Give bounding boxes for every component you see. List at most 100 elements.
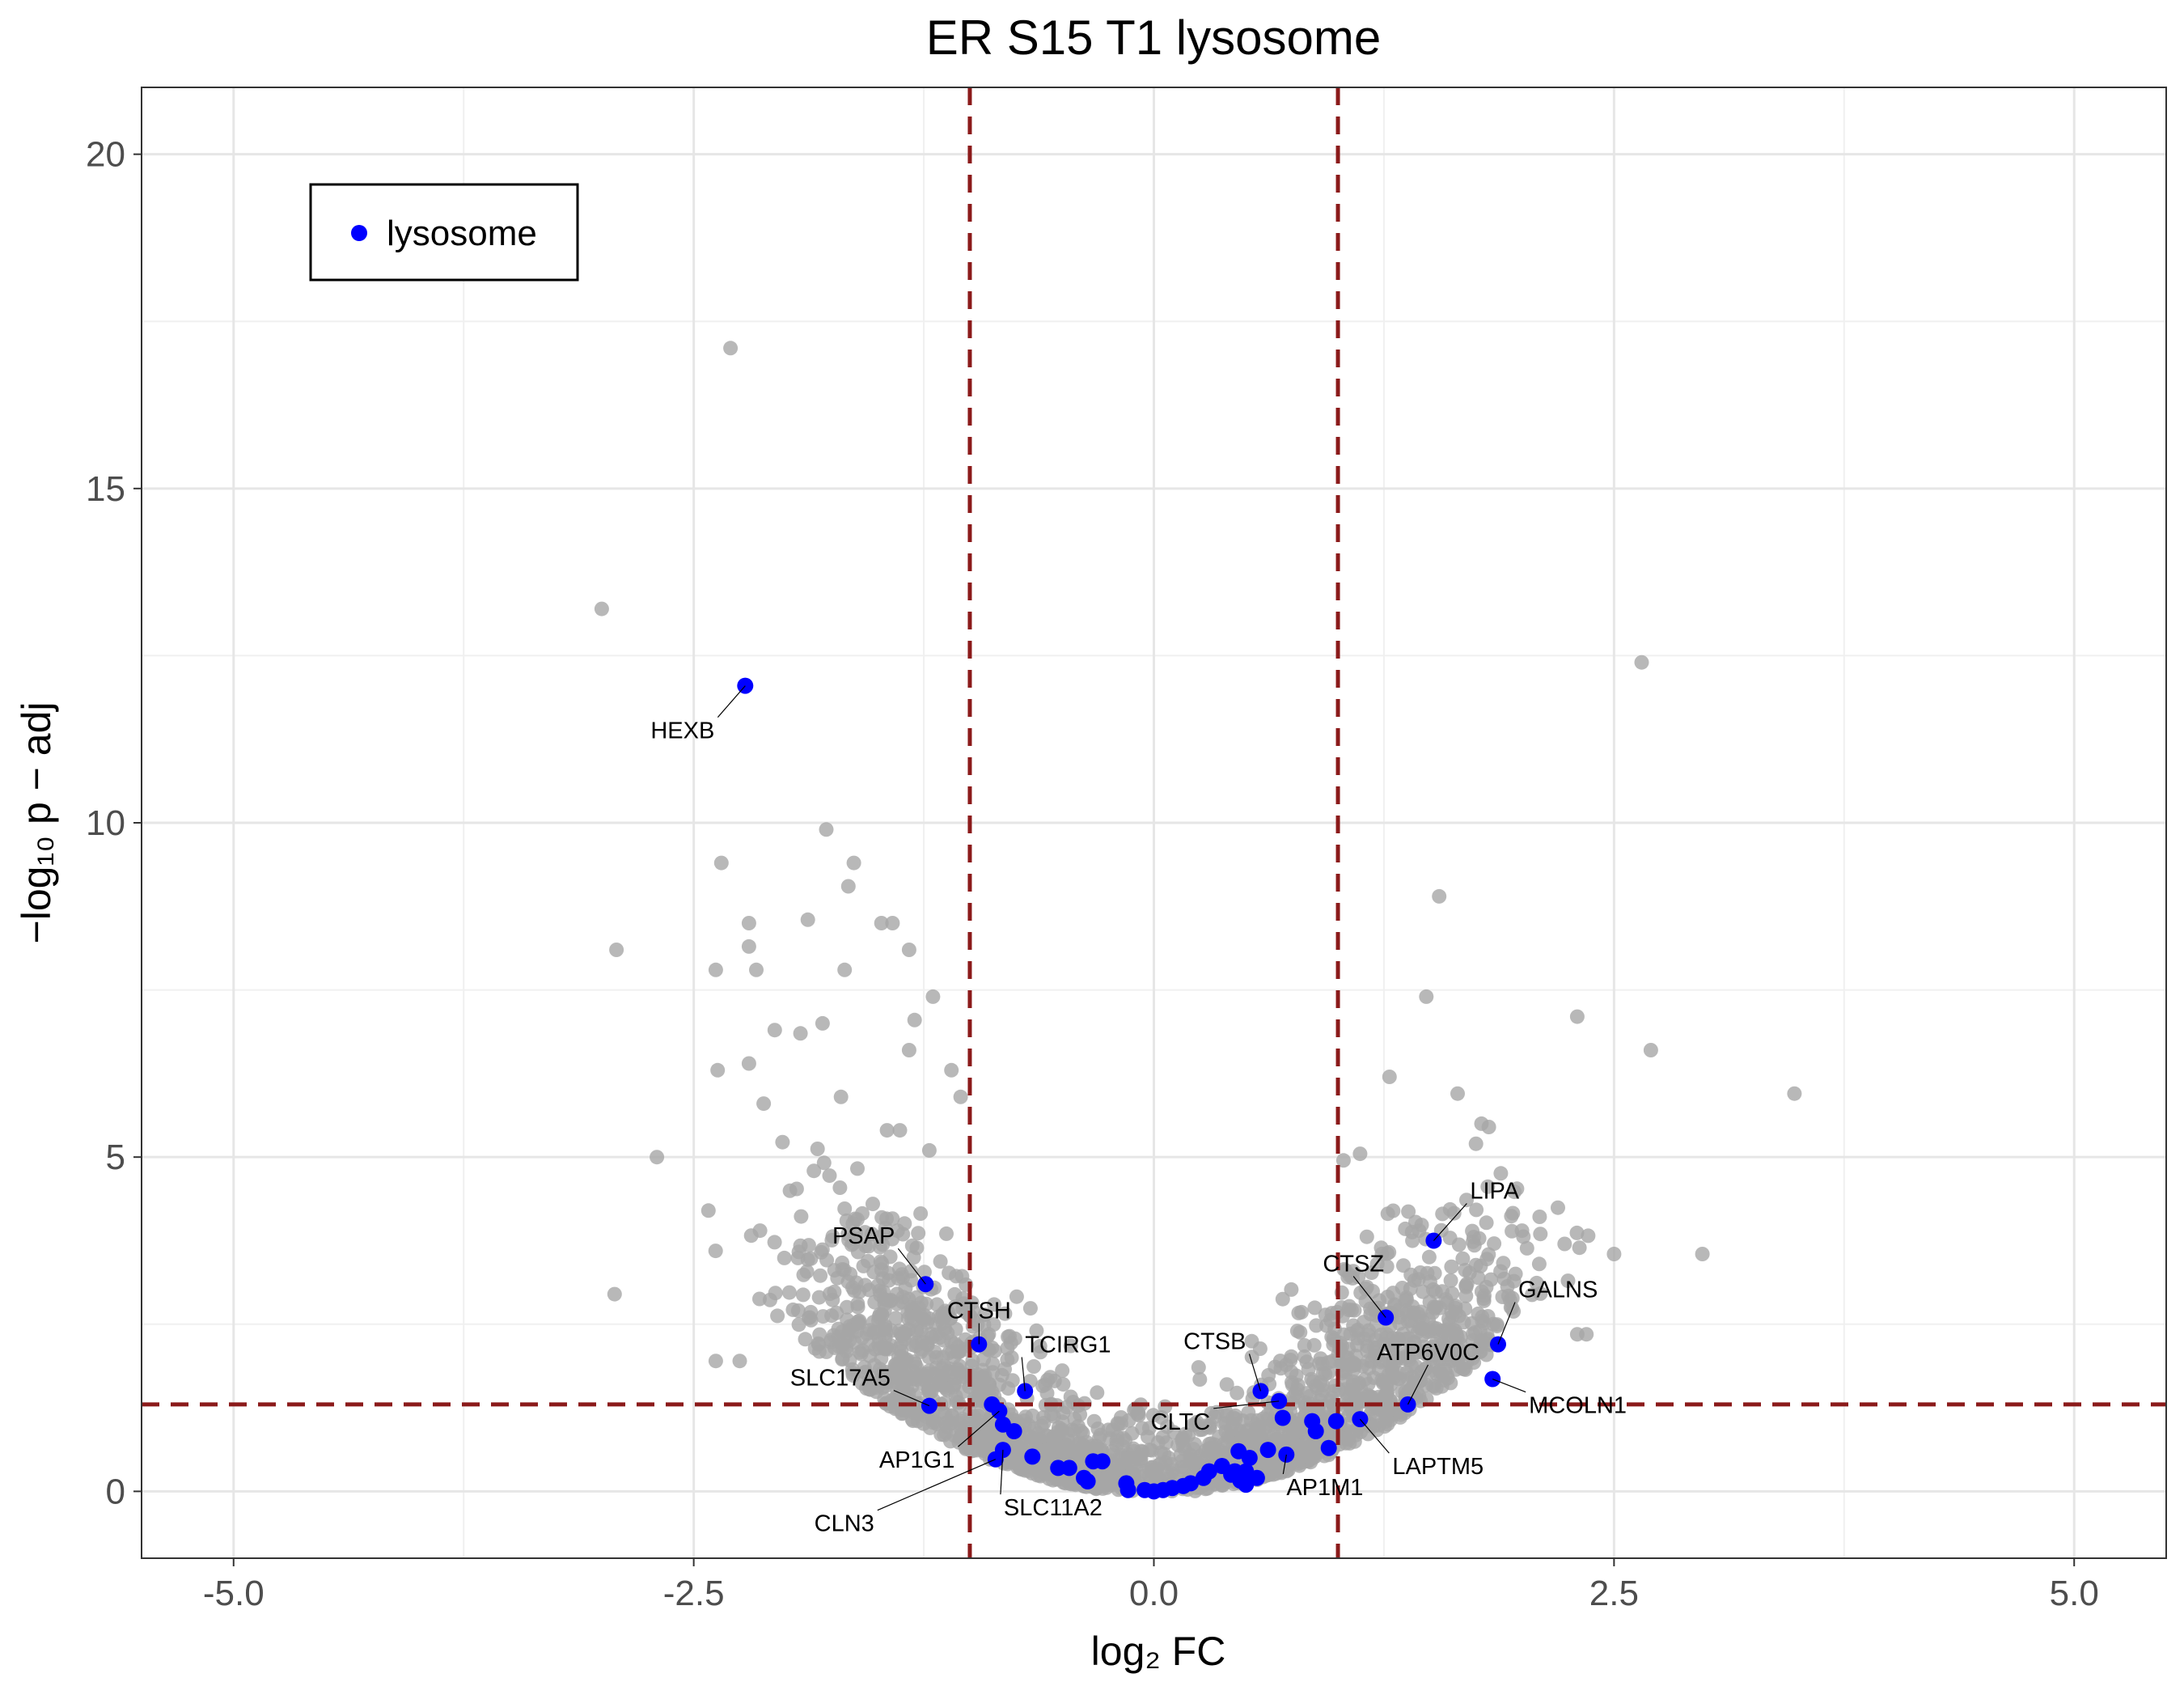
background-point xyxy=(1373,1240,1389,1256)
background-point xyxy=(775,1134,790,1150)
background-point xyxy=(1145,1408,1161,1423)
background-point xyxy=(1493,1166,1509,1181)
background-point xyxy=(952,1358,967,1374)
background-point xyxy=(1351,1269,1366,1285)
background-point xyxy=(1481,1247,1496,1262)
background-point xyxy=(1450,1086,1465,1101)
lysosome-point xyxy=(1274,1409,1291,1426)
background-point xyxy=(1469,1202,1484,1218)
background-point xyxy=(1046,1409,1061,1424)
background-point xyxy=(1195,1421,1210,1437)
gene-label-ap1g1: AP1G1 xyxy=(879,1447,955,1473)
label-leaders xyxy=(717,685,1526,1511)
x-tick-label: 2.5 xyxy=(1589,1574,1639,1613)
background-point xyxy=(749,962,764,977)
background-point xyxy=(1361,1376,1376,1392)
background-point xyxy=(1350,1322,1365,1337)
background-point xyxy=(874,1366,890,1381)
background-point xyxy=(1163,1466,1179,1481)
background-point xyxy=(810,1142,825,1156)
background-point xyxy=(1121,1413,1136,1428)
background-point xyxy=(1444,1259,1459,1274)
background-point xyxy=(756,1096,772,1112)
background-point xyxy=(888,1311,904,1326)
background-point xyxy=(1001,1329,1016,1345)
threshold-lines xyxy=(142,87,2166,1558)
background-point xyxy=(1412,1223,1427,1238)
background-point xyxy=(723,341,739,356)
background-point xyxy=(1572,1240,1587,1256)
background-point xyxy=(1474,1284,1489,1299)
background-point xyxy=(1040,1372,1056,1388)
background-point xyxy=(708,962,723,977)
background-point xyxy=(1458,1288,1474,1303)
gene-labels: HEXB PSAP CTSH TCIRG1 SLC17A5 AP1G1 CLN3 SLC11A… xyxy=(650,718,1627,1537)
gene-label-ctsz: CTSZ xyxy=(1323,1252,1384,1277)
background-point xyxy=(1191,1360,1206,1375)
background-point xyxy=(806,1163,822,1179)
background-point xyxy=(1443,1273,1458,1288)
background-point xyxy=(1487,1236,1502,1252)
background-point xyxy=(837,962,853,977)
background-point xyxy=(732,1354,747,1369)
gene-label-cltc: CLTC xyxy=(1151,1409,1211,1435)
background-point xyxy=(1291,1305,1306,1320)
background-point xyxy=(1467,1355,1482,1371)
background-point xyxy=(1377,1388,1392,1403)
background-point xyxy=(708,1354,723,1369)
background-point xyxy=(867,1325,882,1341)
background-point xyxy=(911,1226,926,1241)
y-tick-label: 20 xyxy=(86,135,125,175)
background-point xyxy=(901,1043,916,1057)
background-point xyxy=(1332,1335,1348,1350)
label-leader xyxy=(957,1410,1000,1447)
x-tick-label: 5.0 xyxy=(2050,1574,2099,1613)
y-tick-label: 15 xyxy=(86,469,125,509)
gene-label-mcoln1: MCOLN1 xyxy=(1529,1393,1627,1419)
x-axis-ticks: -5.0 -2.5 0.0 2.5 5.0 xyxy=(203,1558,2099,1613)
y-tick-label: 10 xyxy=(86,803,125,843)
background-point xyxy=(1032,1338,1048,1354)
background-point xyxy=(1606,1247,1622,1261)
background-point xyxy=(1307,1300,1323,1316)
lysosome-point xyxy=(1327,1413,1344,1430)
x-tick-label: -5.0 xyxy=(203,1574,265,1613)
legend-key-dot xyxy=(351,225,367,241)
background-point xyxy=(942,1265,957,1281)
background-point xyxy=(1375,1353,1390,1368)
background-point xyxy=(1056,1377,1071,1392)
background-point xyxy=(1291,1420,1306,1435)
background-point xyxy=(901,943,916,957)
lysosome-point xyxy=(921,1397,938,1414)
lysosome-point xyxy=(1278,1446,1295,1463)
background-point xyxy=(811,1336,826,1351)
background-point xyxy=(1480,1179,1496,1194)
label-leader xyxy=(717,685,746,718)
background-point xyxy=(770,1308,785,1324)
background-point xyxy=(1440,1371,1455,1386)
background-point xyxy=(879,1123,895,1138)
background-point xyxy=(1348,1348,1363,1363)
background-point xyxy=(1475,1313,1490,1328)
background-point xyxy=(1468,1136,1484,1151)
background-point xyxy=(890,1223,905,1239)
lysosome-point xyxy=(1320,1439,1337,1456)
background-point xyxy=(700,1203,716,1218)
background-point xyxy=(1551,1200,1565,1215)
background-point xyxy=(1029,1323,1044,1338)
background-point xyxy=(1014,1460,1029,1475)
background-point xyxy=(1022,1301,1038,1316)
background-point xyxy=(842,1353,857,1368)
background-point xyxy=(1438,1292,1454,1307)
background-point xyxy=(987,1297,1001,1312)
background-point xyxy=(1367,1301,1382,1316)
background-point xyxy=(1435,1206,1450,1222)
background-point xyxy=(822,1168,837,1184)
background-point xyxy=(1324,1306,1340,1321)
background-point xyxy=(607,1286,622,1302)
background-point xyxy=(1369,1422,1385,1438)
background-point xyxy=(935,1349,950,1365)
background-point xyxy=(752,1291,767,1307)
background-point xyxy=(907,1012,922,1027)
background-point xyxy=(1386,1203,1401,1218)
